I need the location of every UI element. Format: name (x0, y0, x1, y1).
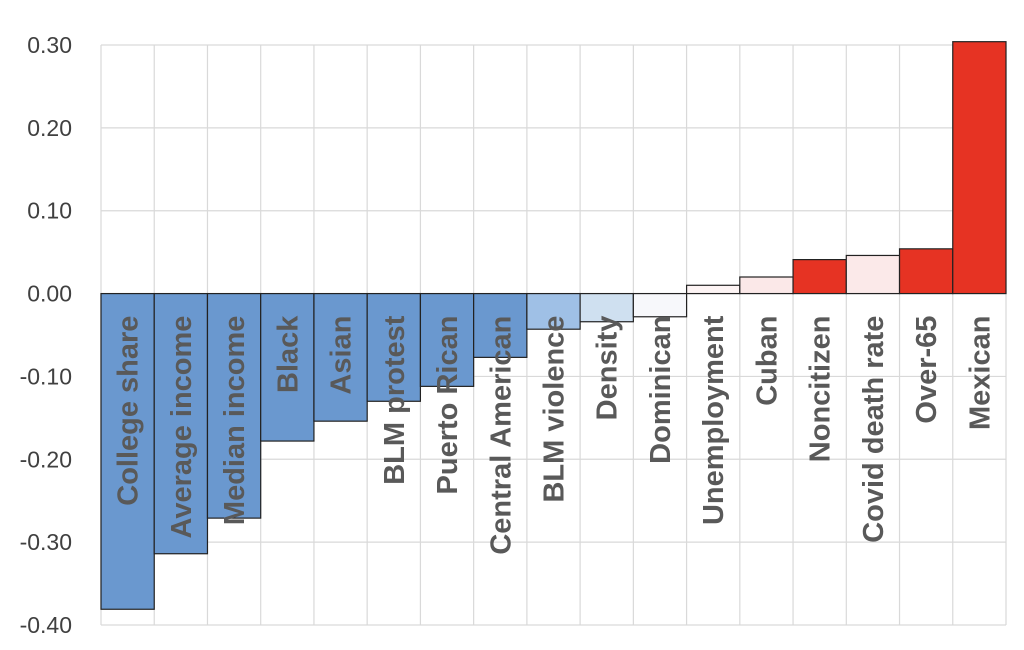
category-label: Density (592, 316, 624, 421)
category-label: Unemployment (698, 315, 730, 525)
bar (260, 292, 315, 442)
y-tick-label: -0.40 (20, 612, 72, 638)
y-tick-label: -0.30 (20, 529, 72, 555)
y-tick-label: -0.20 (20, 446, 72, 472)
bar (473, 292, 528, 358)
category-label: Noncitizen (805, 316, 837, 463)
category-labels: College share Average income Median income… (113, 315, 997, 555)
category-label: College share (113, 316, 145, 506)
bar (206, 292, 262, 519)
bar (100, 292, 155, 610)
y-tick-label: 0.30 (27, 32, 72, 58)
category-label: Puerto Rican (432, 316, 464, 495)
y-tick-label: 0.20 (27, 115, 72, 141)
bar (419, 292, 475, 387)
category-label: Mexican (964, 316, 996, 430)
bar (685, 284, 741, 295)
bar (739, 276, 794, 295)
category-label: Over-65 (911, 316, 943, 424)
category-label: Central American (485, 316, 517, 555)
category-label: BLM violence (539, 316, 571, 503)
category-label: BLM protest (379, 315, 411, 485)
category-label: Asian (326, 316, 358, 395)
category-label: Cuban (751, 316, 783, 406)
y-axis-ticks: 0.30 0.20 0.10 0.00 -0.10 -0.20 -0.30 -0.40 (20, 32, 72, 638)
bars (100, 41, 1007, 610)
bar (366, 292, 422, 402)
category-label: Covid death rate (858, 316, 890, 543)
bar (632, 292, 688, 318)
bar (579, 292, 634, 323)
y-tick-label: 0.00 (27, 281, 72, 307)
bar (153, 292, 209, 555)
bar (952, 41, 1007, 295)
bar (845, 254, 901, 295)
bar (898, 248, 954, 295)
category-label: Median income (219, 316, 251, 526)
category-label: Average income (166, 316, 198, 539)
category-label: Black (272, 315, 304, 393)
category-label: Dominican (645, 316, 677, 464)
bar (792, 259, 847, 295)
y-tick-label: 0.10 (27, 198, 72, 224)
y-tick-label: -0.10 (20, 363, 72, 389)
